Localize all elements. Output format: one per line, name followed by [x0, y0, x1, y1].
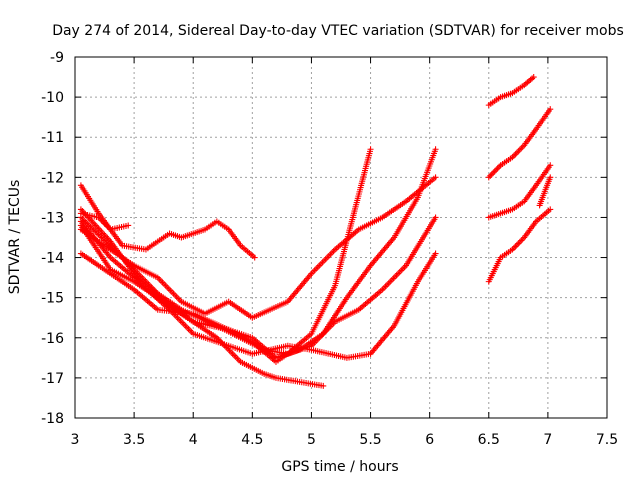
x-tick-label: 6 [425, 432, 434, 448]
x-tick-label: 4.5 [241, 432, 263, 448]
series-track-13 [536, 174, 554, 209]
x-tick-label: 5.5 [359, 432, 381, 448]
data-point [547, 106, 554, 113]
data-point [251, 254, 258, 261]
x-tick-label: 7 [543, 432, 552, 448]
y-tick-label: -11 [41, 130, 64, 146]
axis-ticks: 3 3.5 4 4.5 5 5.5 6 6.5 7 7.5 -18 -17 -16 -15 -14 -13 -1… [41, 50, 618, 448]
data-point [547, 206, 554, 213]
y-tick-label: -9 [50, 50, 64, 66]
series-track-10 [485, 106, 554, 181]
y-tick-label: -16 [41, 331, 64, 347]
y-tick-label: -12 [41, 170, 64, 186]
series-track-7 [77, 222, 327, 389]
x-tick-label: 5 [307, 432, 316, 448]
x-tick-label: 7.5 [596, 432, 618, 448]
data-point [530, 74, 537, 81]
series-track-11 [485, 162, 554, 221]
y-axis-label: SDTVAR / TECUs [7, 180, 23, 295]
data-point [547, 162, 554, 169]
series-track-9 [485, 74, 537, 109]
y-tick-label: -18 [41, 411, 64, 427]
y-tick-label: -14 [41, 251, 64, 267]
series-track-8 [77, 214, 439, 357]
data-point [320, 382, 327, 389]
data-point [432, 214, 439, 221]
series-track-2 [77, 182, 258, 261]
data-point [432, 146, 439, 153]
chart-title: Day 274 of 2014, Sidereal Day-to-day VTE… [52, 23, 624, 39]
y-tick-label: -13 [41, 210, 64, 226]
series-line [488, 164, 551, 219]
data-point [367, 146, 374, 153]
data-point [547, 174, 554, 181]
x-axis-label: GPS time / hours [281, 459, 398, 475]
x-tick-label: 3 [71, 432, 80, 448]
data-point [125, 222, 132, 229]
series-track-12 [485, 206, 554, 285]
x-tick-label: 6.5 [478, 432, 500, 448]
y-tick-label: -17 [41, 371, 64, 387]
y-tick-label: -10 [41, 90, 64, 106]
series-track-4 [77, 146, 439, 361]
x-tick-label: 4 [189, 432, 198, 448]
data-point [432, 174, 439, 181]
x-tick-label: 3.5 [123, 432, 145, 448]
plot-frame [74, 56, 608, 419]
y-tick-label: -15 [41, 291, 64, 307]
data-point [432, 250, 439, 257]
data-series [77, 74, 554, 389]
